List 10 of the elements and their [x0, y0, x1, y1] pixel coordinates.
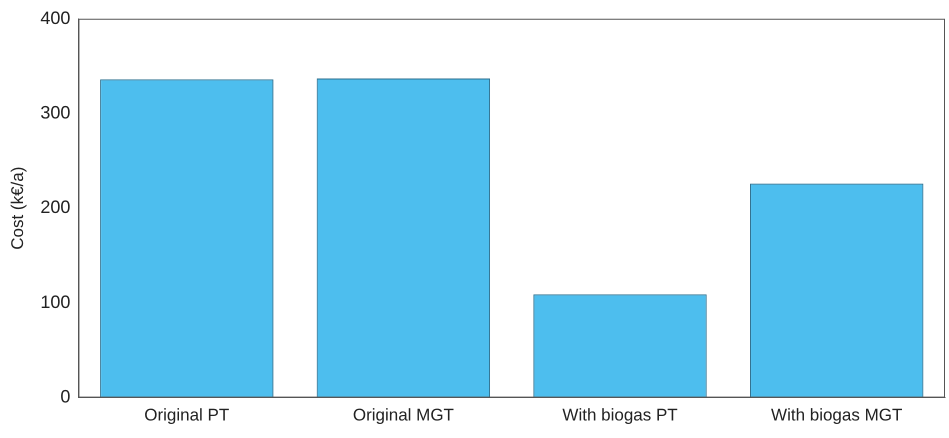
x-tick-label: Original MGT — [352, 405, 454, 424]
y-tick-label: 400 — [40, 8, 70, 28]
x-tick-label: Original PT — [144, 405, 230, 424]
x-tick-label: With biogas PT — [562, 405, 678, 424]
y-tick-label: 100 — [40, 292, 70, 312]
y-axis-title: Cost (k€/a) — [8, 166, 27, 250]
y-tick-label: 200 — [40, 197, 70, 218]
y-tick-label: 0 — [60, 386, 70, 407]
y-tick-label: 300 — [40, 102, 70, 122]
x-tick-label: With biogas MGT — [771, 405, 902, 424]
